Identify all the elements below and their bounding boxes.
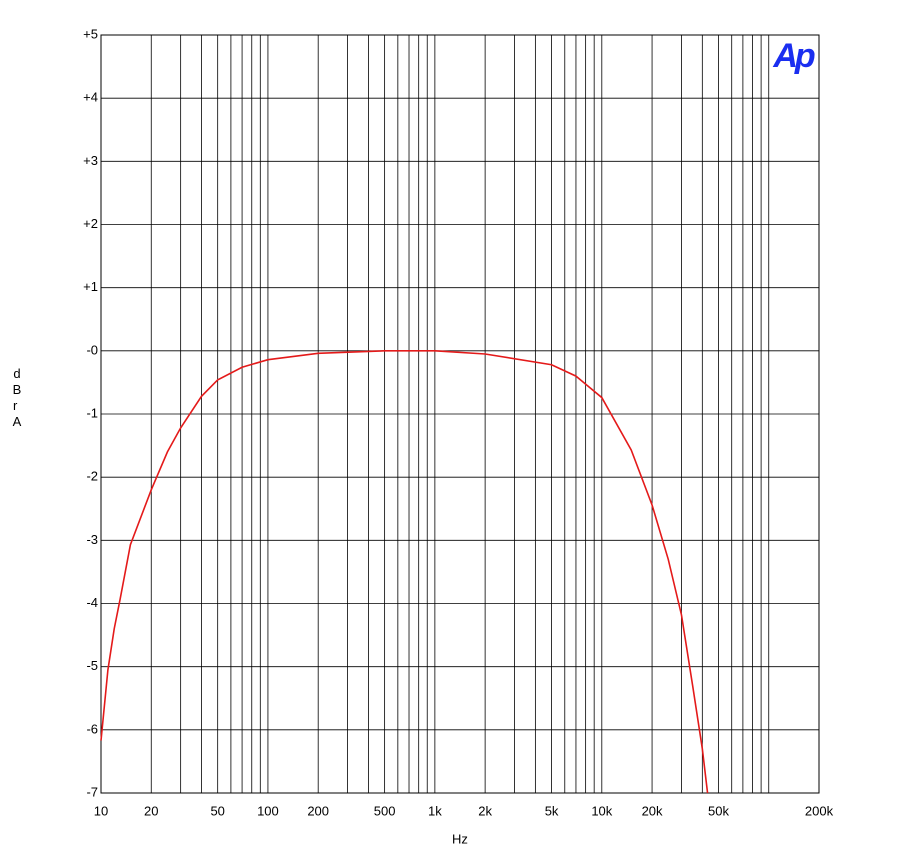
x-tick-label: 10k [591,803,612,818]
y-tick-label: +5 [83,26,98,41]
x-tick-label: 500 [374,803,396,818]
x-tick-label: 100 [257,803,279,818]
plot-frame [100,34,820,794]
y-tick-label: +4 [83,90,98,105]
y-axis-label: dBr A [12,366,22,429]
x-tick-label: 200 [307,803,329,818]
y-tick-label: -0 [86,342,98,357]
y-tick-label: -7 [86,784,98,799]
x-tick-label: 5k [545,803,559,818]
y-tick-label: -6 [86,721,98,736]
y-tick-label: +2 [83,216,98,231]
y-tick-label: -3 [86,532,98,547]
y-tick-label: +3 [83,153,98,168]
y-tick-label: -2 [86,469,98,484]
x-tick-label: 200k [805,803,834,818]
y-tick-label: -5 [86,658,98,673]
x-tick-label: 2k [478,803,492,818]
x-tick-label: 20 [144,803,158,818]
y-tick-label: -4 [86,595,98,610]
x-tick-label: 1k [428,803,442,818]
x-tick-label: 50k [708,803,729,818]
y-tick-label: +1 [83,279,98,294]
x-tick-label: 20k [642,803,663,818]
logo: Ap [772,37,815,75]
x-tick-label: 50 [210,803,224,818]
x-axis-label: Hz [452,831,468,846]
x-tick-label: 10 [94,803,108,818]
y-tick-label: -1 [86,405,98,420]
data-line [100,350,709,794]
